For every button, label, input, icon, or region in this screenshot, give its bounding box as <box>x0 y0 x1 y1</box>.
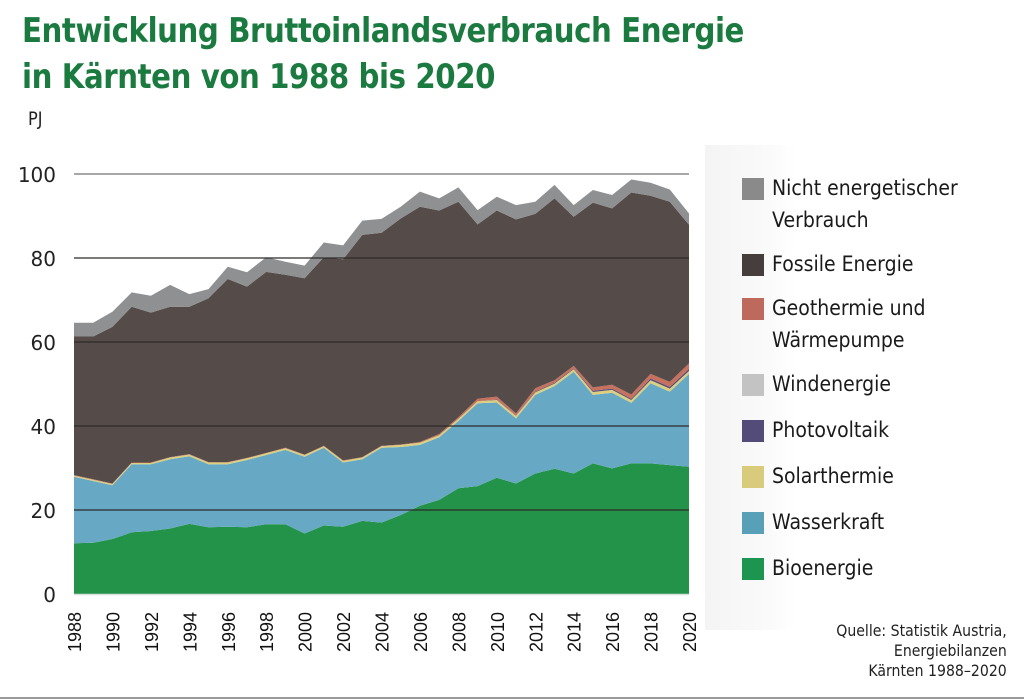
legend-item: Fossile Energie <box>742 248 978 280</box>
legend-item: Windenergie <box>742 368 978 400</box>
gridlines <box>74 173 689 596</box>
legend-label: Solarthermie <box>772 464 894 488</box>
area-nicht-energetischer-verbrauch <box>74 179 689 337</box>
x-tick-label: 2020 <box>680 612 700 652</box>
legend-item: Solarthermie <box>742 460 978 492</box>
legend-item: Bioenergie <box>742 552 978 584</box>
x-tick-label: 1992 <box>142 612 162 652</box>
x-tick-label: 1996 <box>219 612 239 652</box>
x-tick-label: 1990 <box>103 612 123 652</box>
legend-swatch <box>742 512 764 534</box>
legend-swatch <box>742 558 764 580</box>
x-tick-label: 2014 <box>565 612 585 652</box>
legend-item: Wasserkraft <box>742 506 978 538</box>
legend-swatch <box>742 420 764 442</box>
bottom-divider <box>0 697 1024 699</box>
legend-swatch <box>742 466 764 488</box>
chart-title-line-2: in Kärnten von 1988 bis 2020 <box>22 57 496 97</box>
y-tick-label: 60 <box>31 331 56 355</box>
legend-swatch <box>742 178 764 200</box>
area-layers <box>74 179 689 594</box>
x-tick-label: 2010 <box>488 612 508 652</box>
x-tick-label: 2000 <box>296 612 316 652</box>
area-wasserkraft <box>74 371 689 544</box>
legend-label: Geothermie und Wärmepumpe <box>772 296 926 352</box>
x-tick-label: 2002 <box>334 612 354 652</box>
y-tick-label: 40 <box>31 415 56 439</box>
y-tick-label: 20 <box>31 499 56 523</box>
chart-title-line-1: Entwicklung Bruttoinlandsverbrauch Energ… <box>22 11 744 51</box>
legend-item: Nicht energetischer Verbrauch <box>742 172 978 236</box>
legend-swatch <box>742 374 764 396</box>
x-tick-label: 2008 <box>449 612 469 652</box>
legend-label: Photovoltaik <box>772 418 890 442</box>
legend-item: Geothermie und Wärmepumpe <box>742 292 978 356</box>
x-tick-label: 1994 <box>180 612 200 652</box>
legend-label: Bioenergie <box>772 556 874 580</box>
area-fossile-energie <box>74 192 689 484</box>
legend-swatch <box>742 254 764 276</box>
y-tick-label: 80 <box>31 247 56 271</box>
legend-swatch <box>742 298 764 320</box>
x-tick-label: 1988 <box>65 612 85 652</box>
y-tick-labels: 0 20 40 60 80 100 <box>18 163 56 607</box>
y-tick-label: 0 <box>43 583 56 607</box>
legend-label: Nicht energetischer Verbrauch <box>772 176 958 232</box>
x-tick-label: 1998 <box>257 612 277 652</box>
x-tick-label: 2004 <box>373 612 393 652</box>
legend-label: Windenergie <box>772 372 892 396</box>
x-tick-label: 2016 <box>603 612 623 652</box>
x-tick-label: 2006 <box>411 612 431 652</box>
source-note: Quelle: Statistik Austria, Energiebilanz… <box>836 621 1007 680</box>
x-tick-label: 2012 <box>526 612 546 652</box>
chart-title: Entwicklung Bruttoinlandsverbrauch Energ… <box>22 8 744 100</box>
y-axis-unit-label: PJ <box>28 108 43 130</box>
x-tick-label: 2018 <box>642 612 662 652</box>
area-bioenergie <box>74 463 689 594</box>
y-tick-label: 100 <box>18 163 56 187</box>
legend-label: Wasserkraft <box>772 510 885 534</box>
legend-item: Photovoltaik <box>742 414 978 446</box>
legend-label: Fossile Energie <box>772 252 914 276</box>
x-tick-labels: 1988 1990 1992 1994 1996 1998 2000 2002 2004 2006… <box>65 612 700 652</box>
legend: Nicht energetischer Verbrauch Fossile Ene… <box>742 172 978 598</box>
